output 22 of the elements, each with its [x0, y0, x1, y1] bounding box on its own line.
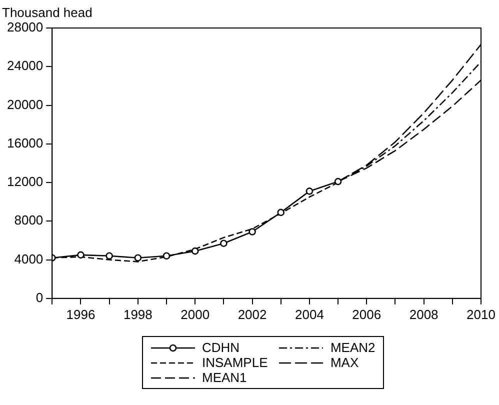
x-tick-label: 2008: [409, 306, 438, 322]
y-tick-label: 8000: [14, 212, 44, 228]
x-tick-label: 1998: [123, 306, 152, 322]
y-tick-label: 24000: [6, 58, 44, 74]
x-tick-label: 2000: [180, 306, 210, 322]
legend-label: MEAN1: [202, 370, 247, 385]
x-tick-label: 2004: [295, 306, 324, 322]
x-tick-label: 1996: [66, 306, 96, 322]
x-tick-label: 2002: [238, 306, 267, 322]
y-tick-label: 4000: [14, 251, 44, 266]
y-tick-label: 0: [36, 290, 44, 305]
x-tick-label: 2006: [352, 306, 382, 322]
legend-label: MEAN2: [330, 340, 376, 355]
legend-label: CDHN: [202, 340, 240, 355]
y-tick-label: 28000: [6, 20, 44, 35]
y-tick-label: 16000: [6, 135, 44, 150]
y-tick-label: 20000: [6, 96, 44, 112]
x-tick-label: 2010: [466, 306, 496, 322]
y-axis-title: Thousand head: [2, 5, 92, 20]
y-tick-label: 12000: [6, 174, 44, 190]
legend-label: INSAMPLE: [202, 355, 268, 370]
legend-label: MAX: [330, 355, 359, 370]
